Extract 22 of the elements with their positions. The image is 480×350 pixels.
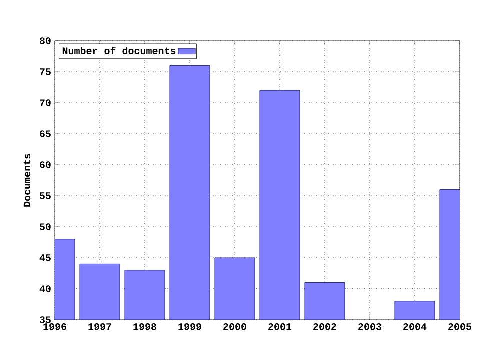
x-tick-label: 2002 [314, 324, 336, 330]
y-tick-label: 50 [40, 224, 51, 230]
x-tick-label: 1997 [88, 324, 112, 330]
y-tick-label: 35 [40, 316, 51, 324]
x-tick-label: 1996 [44, 324, 66, 330]
y-tick-label: 80 [40, 38, 51, 44]
y-axis-title: Documents [24, 154, 31, 207]
y-tick-label: 75 [40, 68, 51, 76]
y-tick-label: 70 [40, 100, 51, 106]
x-tick-label: 2005 [448, 324, 472, 330]
x-tick-label: 2000 [224, 324, 246, 330]
x-tick-label: 2001 [268, 324, 292, 330]
x-tick-label: 2004 [404, 324, 427, 330]
x-tick-label: 2003 [358, 324, 382, 330]
y-tick-label: 65 [40, 130, 51, 138]
y-tick-label: 45 [40, 254, 51, 262]
y-tick-label: 60 [40, 162, 51, 168]
legend-label: Number of documents [62, 46, 176, 54]
y-tick-label: 40 [40, 286, 51, 292]
x-tick-label: 1998 [134, 324, 156, 330]
x-tick-label: 1999 [178, 324, 202, 330]
y-tick-label: 55 [40, 192, 51, 200]
